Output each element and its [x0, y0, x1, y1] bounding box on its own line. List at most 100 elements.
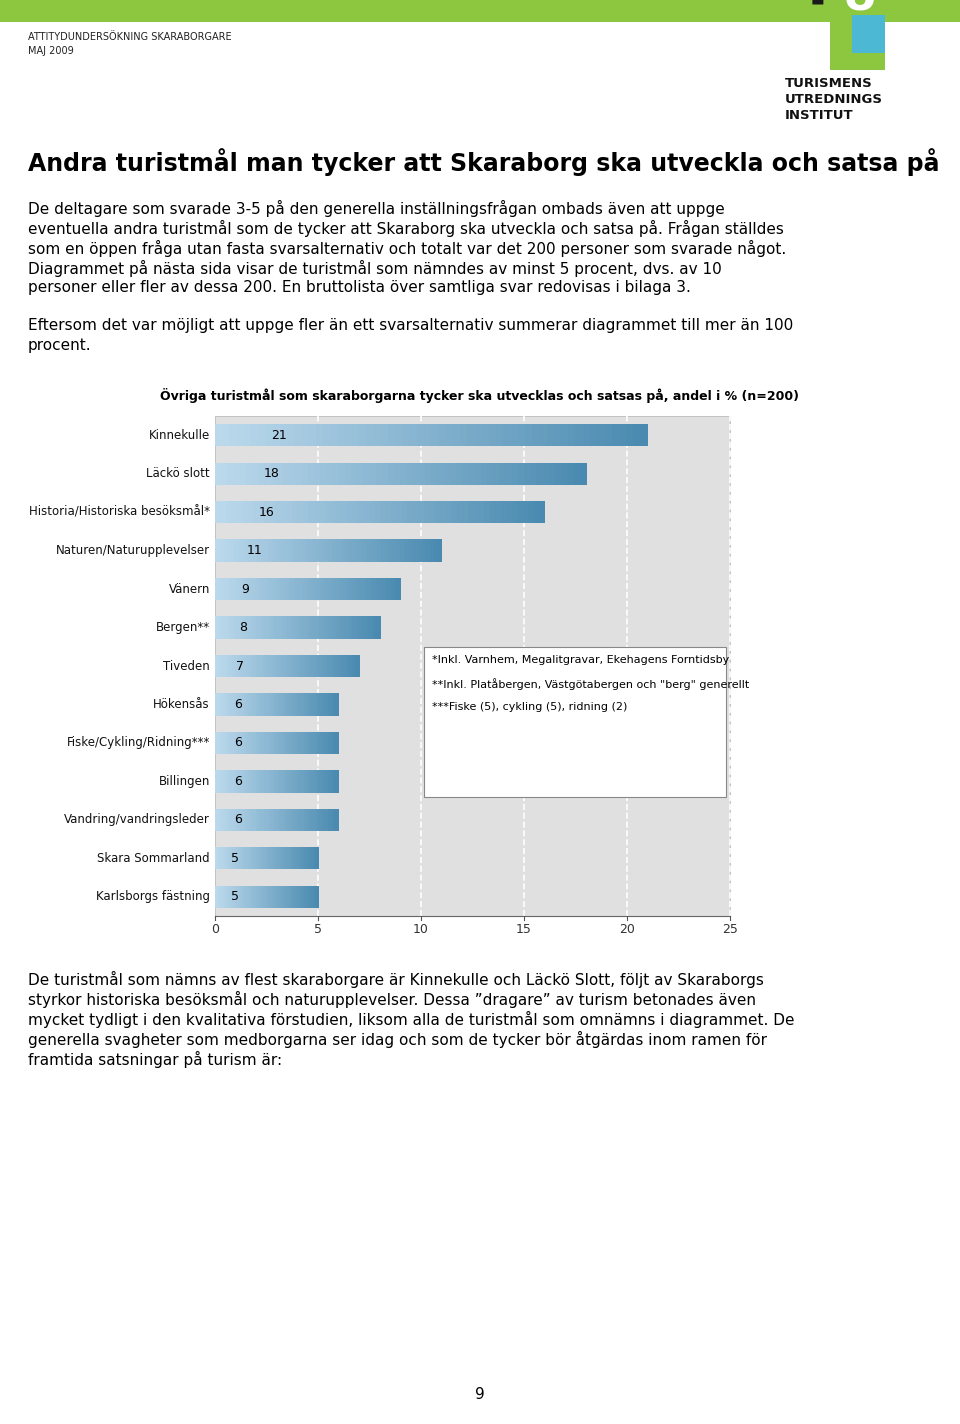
- Bar: [248, 617, 252, 639]
- Bar: [457, 501, 463, 523]
- Bar: [299, 578, 302, 601]
- Bar: [272, 886, 275, 909]
- Bar: [385, 578, 389, 601]
- Bar: [301, 578, 305, 601]
- Bar: [262, 732, 265, 755]
- Bar: [270, 886, 273, 909]
- Bar: [275, 693, 277, 716]
- Text: *Inkl. Varnhem, Megalitgravar, Ekehagens Forntidsby: *Inkl. Varnhem, Megalitgravar, Ekehagens…: [432, 655, 730, 665]
- Bar: [326, 732, 329, 755]
- Bar: [238, 809, 241, 832]
- Bar: [300, 770, 302, 793]
- Text: Eftersom det var möjligt att uppge fler än ett svarsalternativ summerar diagramm: Eftersom det var möjligt att uppge fler …: [28, 318, 793, 333]
- Bar: [240, 732, 243, 755]
- Bar: [314, 732, 317, 755]
- Bar: [254, 847, 257, 870]
- Bar: [276, 886, 277, 909]
- Bar: [413, 501, 420, 523]
- Bar: [264, 501, 271, 523]
- Bar: [311, 655, 314, 678]
- Bar: [273, 809, 276, 832]
- Bar: [222, 847, 225, 870]
- Bar: [228, 617, 232, 639]
- Bar: [385, 540, 390, 562]
- Bar: [289, 809, 292, 832]
- Bar: [282, 847, 284, 870]
- Bar: [330, 501, 337, 523]
- Bar: [283, 732, 286, 755]
- Bar: [315, 847, 317, 870]
- Bar: [276, 463, 284, 484]
- Bar: [283, 578, 287, 601]
- Bar: [291, 693, 294, 716]
- Bar: [316, 886, 319, 909]
- Bar: [329, 578, 333, 601]
- Bar: [328, 809, 331, 832]
- Bar: [313, 540, 318, 562]
- Bar: [276, 847, 279, 870]
- Bar: [305, 540, 310, 562]
- Bar: [215, 886, 218, 909]
- Bar: [271, 693, 274, 716]
- Bar: [239, 655, 242, 678]
- Bar: [225, 655, 228, 678]
- Bar: [256, 770, 259, 793]
- Bar: [360, 578, 364, 601]
- Bar: [287, 886, 290, 909]
- Text: T: T: [798, 0, 838, 17]
- Bar: [372, 617, 375, 639]
- Bar: [260, 809, 263, 832]
- Bar: [227, 847, 229, 870]
- Bar: [242, 809, 245, 832]
- Bar: [240, 578, 244, 601]
- Bar: [309, 847, 312, 870]
- Bar: [258, 463, 265, 484]
- Bar: [326, 693, 329, 716]
- Bar: [328, 540, 333, 562]
- Bar: [248, 501, 254, 523]
- Bar: [456, 463, 463, 484]
- Bar: [280, 578, 284, 601]
- Bar: [292, 886, 295, 909]
- Bar: [482, 424, 490, 446]
- Bar: [320, 809, 323, 832]
- Bar: [242, 693, 245, 716]
- Bar: [335, 655, 338, 678]
- Bar: [298, 809, 300, 832]
- Text: Vänern: Vänern: [169, 582, 210, 595]
- Bar: [228, 463, 234, 484]
- Bar: [226, 732, 228, 755]
- Text: Hökensås: Hökensås: [154, 698, 210, 711]
- Bar: [438, 540, 443, 562]
- Bar: [305, 693, 308, 716]
- Bar: [305, 809, 308, 832]
- Bar: [285, 770, 288, 793]
- Bar: [276, 847, 277, 870]
- Bar: [300, 617, 303, 639]
- Bar: [235, 809, 238, 832]
- Bar: [285, 655, 288, 678]
- Bar: [258, 770, 261, 793]
- Bar: [830, 16, 885, 70]
- Bar: [330, 809, 333, 832]
- Bar: [229, 732, 232, 755]
- Bar: [517, 501, 523, 523]
- Bar: [292, 847, 295, 870]
- Bar: [324, 424, 331, 446]
- Bar: [252, 578, 256, 601]
- Bar: [439, 424, 446, 446]
- Bar: [640, 424, 648, 446]
- Bar: [379, 578, 383, 601]
- Bar: [224, 809, 227, 832]
- Text: 5: 5: [231, 890, 239, 903]
- Bar: [296, 847, 299, 870]
- Bar: [261, 886, 264, 909]
- Bar: [229, 809, 232, 832]
- Bar: [305, 732, 308, 755]
- Bar: [317, 578, 321, 601]
- Bar: [258, 732, 261, 755]
- Bar: [278, 886, 281, 909]
- Bar: [316, 693, 319, 716]
- Bar: [377, 540, 382, 562]
- Bar: [295, 424, 302, 446]
